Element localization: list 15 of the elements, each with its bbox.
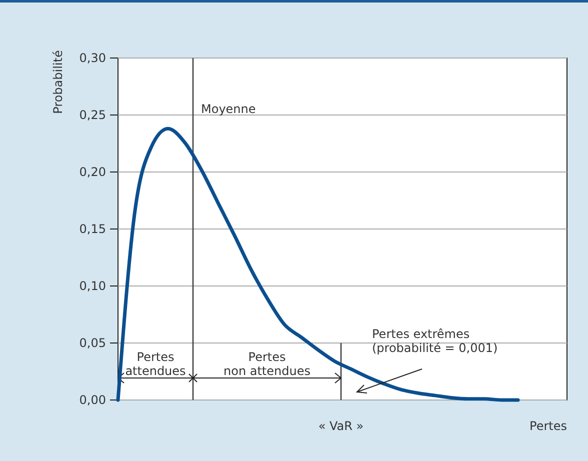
line-series [116,126,520,402]
y-axis-title: Probabilité [51,50,65,114]
x-axis-title: Pertes [530,419,567,433]
annotation: Pertes non attendues [224,350,310,378]
y-tick-label: 0,25 [79,108,106,122]
y-tick-label: 0,05 [79,336,106,350]
y-tick-label: 0,15 [79,222,106,236]
text: « VaR » [318,419,364,433]
y-tick-label: 0,10 [79,279,106,294]
annotation: Pertes attendues [125,350,186,378]
y-tick-label: 0,30 [79,51,106,66]
annotation: Pertes extrêmes (probabilité = 0,001) [372,327,498,355]
y-tick-label: 0,20 [79,165,106,180]
annotation: Moyenne [201,102,256,116]
y-tick-label: 0,00 [79,393,106,408]
